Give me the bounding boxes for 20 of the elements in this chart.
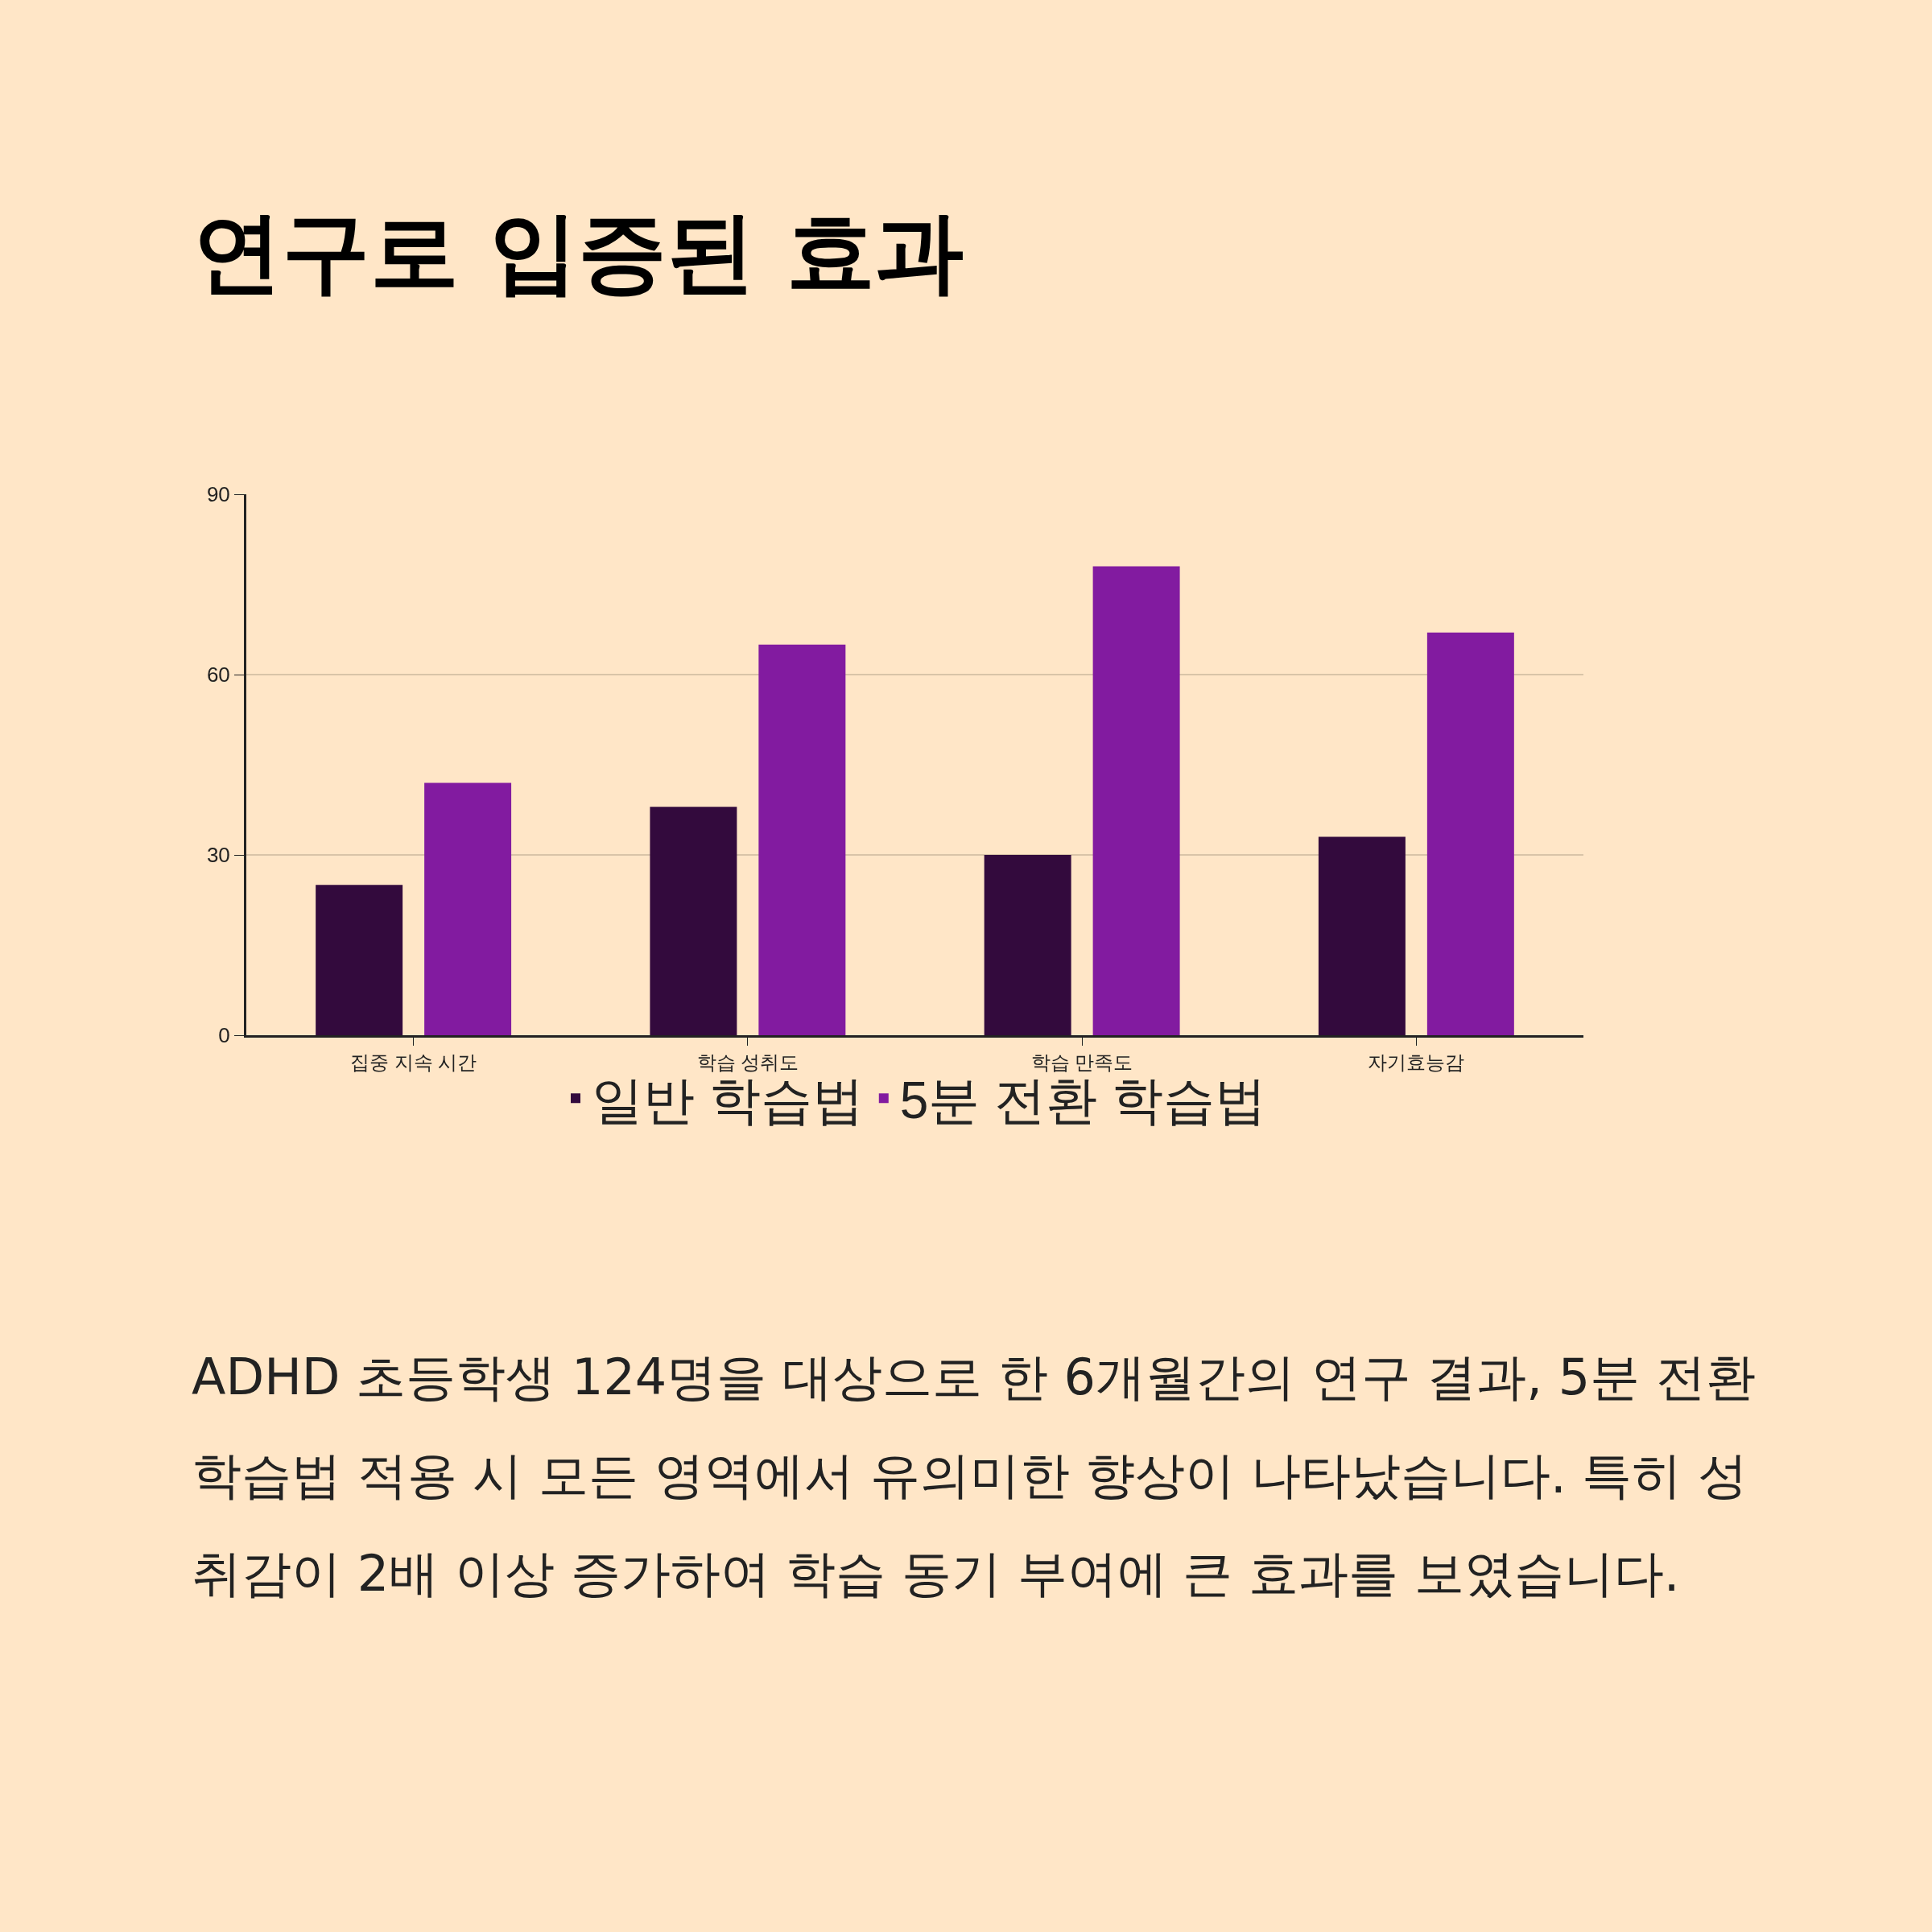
x-tick-label: 집중 지속 시간: [349, 1051, 477, 1073]
y-tick-label: 0: [218, 1023, 230, 1048]
bar: [424, 782, 512, 1035]
bar: [650, 807, 737, 1035]
y-tick-label: 30: [206, 843, 230, 868]
bar: [758, 644, 846, 1035]
y-tick-label: 90: [206, 482, 230, 507]
x-tick-label: 자기효능감: [1368, 1051, 1465, 1073]
y-tick-label: 60: [206, 663, 230, 687]
bar: [984, 855, 1071, 1035]
chart-title: 연구로 입증된 효과: [193, 200, 964, 303]
x-tick-label: 학습 만족도: [1030, 1051, 1133, 1073]
legend-label: 5분 전환 학습법: [899, 1071, 1266, 1130]
bar: [1318, 836, 1406, 1035]
legend-label: 일반 학습법: [592, 1071, 864, 1130]
bar: [1092, 566, 1180, 1035]
bar: [1426, 632, 1514, 1035]
text: ADHD 초등학생 124명을 대상으로 한 6개월간의 연구 결과, 5분 전환 학습법 적용 시 모든 영역에서 유의미한 향상이 나타났습니다. 특히 성취감이 2배 이상 증가하여 학습 동기 부여에 큰 효과를 보였습니다.: [192, 1347, 1757, 1604]
x-tick-label: 학습 성취도: [696, 1051, 799, 1073]
bar: [316, 885, 403, 1035]
